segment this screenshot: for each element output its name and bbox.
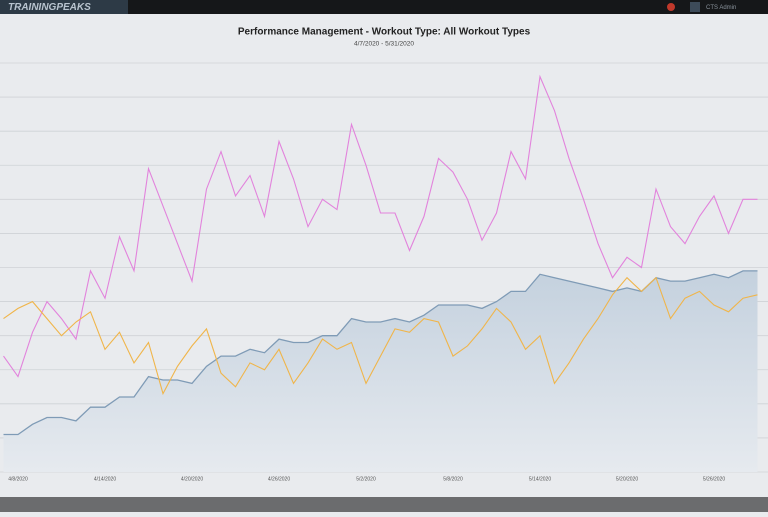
x-tick-label: 4/8/2020 — [8, 476, 28, 482]
area-line — [3, 270, 758, 436]
line — [3, 276, 758, 396]
logo[interactable]: TRAININGPEAKS — [8, 2, 91, 13]
avatar[interactable] — [690, 2, 700, 12]
logo-box — [0, 0, 128, 14]
x-tick-label: 5/26/2020 — [703, 476, 725, 482]
chart-subtitle: 4/7/2020 - 5/31/2020 — [354, 41, 414, 48]
area — [3, 270, 758, 472]
chart-title: Performance Management - Workout Type: A… — [238, 27, 531, 38]
line — [3, 74, 758, 378]
x-tick-label: 5/8/2020 — [443, 476, 463, 482]
top-bar — [0, 0, 768, 14]
bottom-bar — [0, 497, 768, 512]
x-tick-label: 5/2/2020 — [356, 476, 376, 482]
user-menu[interactable]: CTS Admin — [706, 5, 736, 11]
x-tick-label: 4/20/2020 — [181, 476, 203, 482]
x-tick-label: 5/20/2020 — [616, 476, 638, 482]
notification-icon[interactable] — [667, 3, 675, 11]
x-tick-label: 4/14/2020 — [94, 476, 116, 482]
x-tick-label: 5/14/2020 — [529, 476, 551, 482]
x-tick-label: 4/26/2020 — [268, 476, 290, 482]
